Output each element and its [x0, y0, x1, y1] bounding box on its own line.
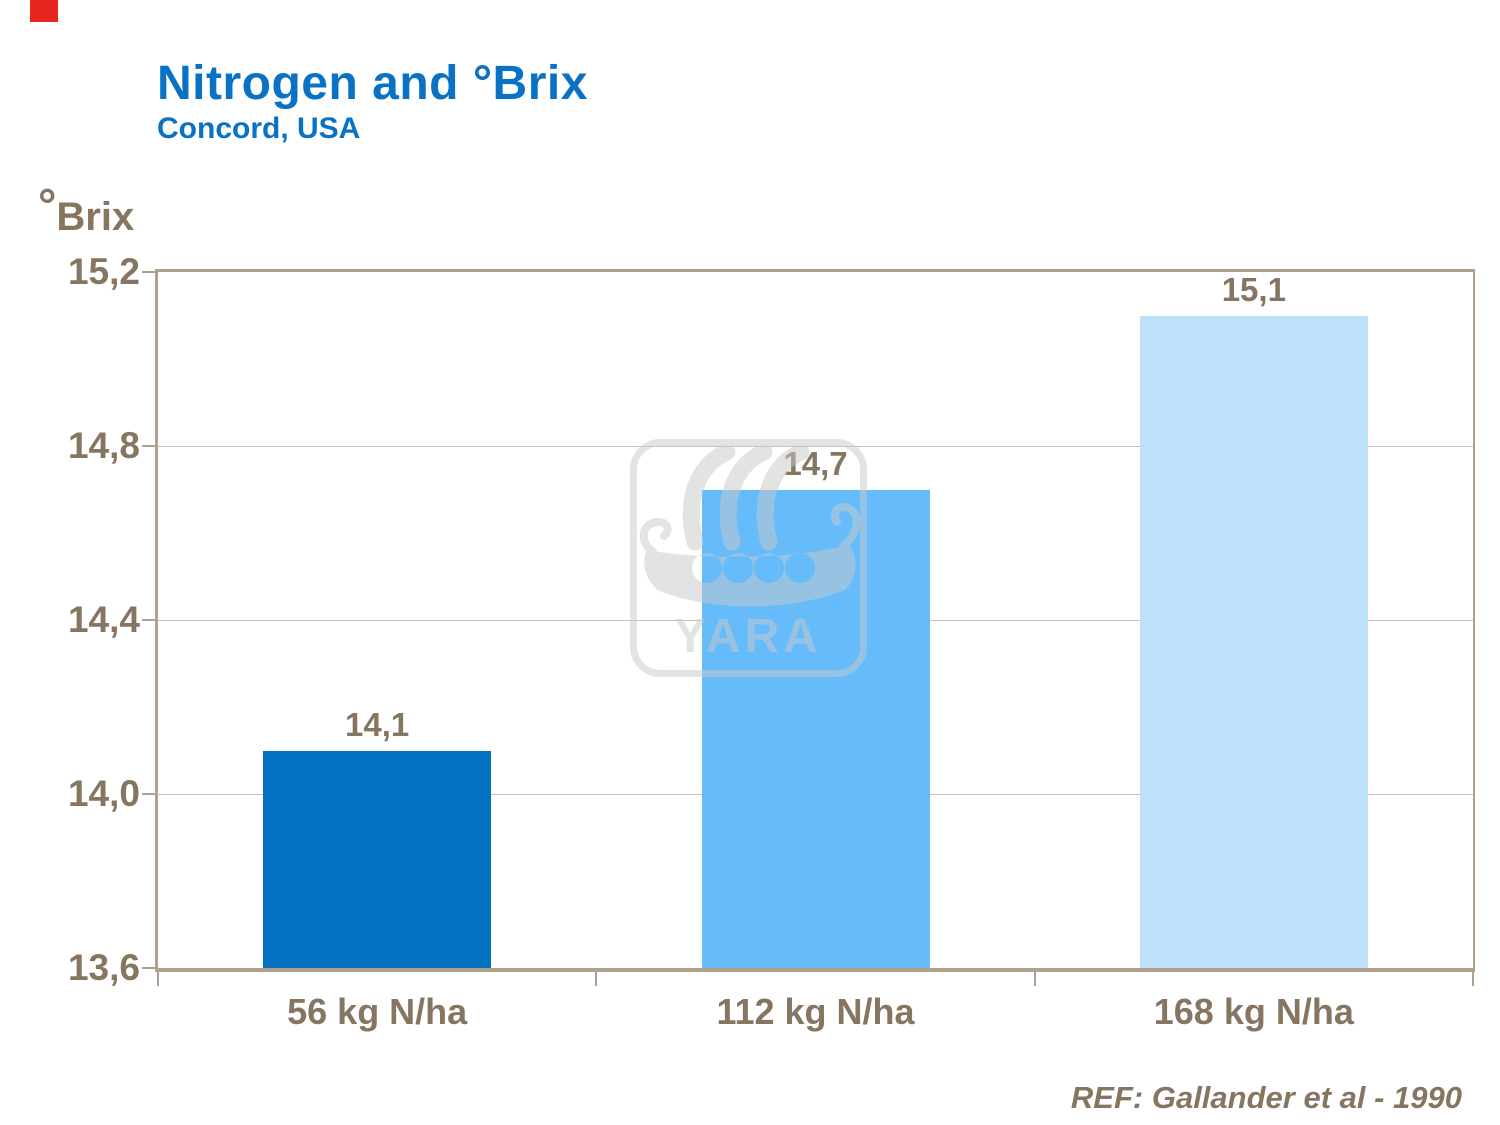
ship-stern-icon	[639, 517, 672, 556]
y-axis-unit-label: °Brix	[38, 178, 134, 240]
reference-text: REF: Gallander et al - 1990	[1070, 1080, 1462, 1115]
bar-value-label: 14,1	[345, 705, 410, 743]
watermark-text: YARA	[674, 610, 822, 663]
x-axis-tick	[157, 972, 159, 986]
bar-value-label: 15,1	[1221, 270, 1286, 308]
y-axis-tick	[142, 967, 156, 969]
y-axis-tick	[142, 793, 156, 795]
chart-subtitle: Concord, USA	[157, 112, 361, 145]
y-axis-unit-text: Brix	[56, 195, 135, 239]
degree-symbol: °	[38, 179, 57, 231]
red-corner-mark	[30, 0, 58, 22]
y-axis-tick-label: 14,8	[67, 425, 140, 466]
y-axis-tick-label: 14,0	[67, 773, 140, 814]
x-axis-tick	[1033, 972, 1036, 986]
chart-title: Nitrogen and °Brix	[157, 57, 588, 110]
y-axis-tick-label: 14,4	[67, 599, 140, 640]
ship-hull-icon	[644, 544, 856, 607]
ship-bow-icon	[830, 503, 861, 550]
x-axis-tick	[1472, 972, 1474, 986]
x-axis-category-label: 168 kg N/ha	[1153, 991, 1354, 1032]
x-axis-category-label: 112 kg N/ha	[716, 991, 915, 1032]
y-axis-tick-label: 13,6	[67, 947, 140, 988]
watermark-border	[630, 439, 867, 677]
y-axis-tick	[142, 619, 156, 621]
y-axis-tick-label: 15,2	[67, 251, 140, 292]
y-axis-tick	[142, 271, 156, 273]
ship-sails-icon	[682, 443, 810, 551]
x-axis-category-label: 56 kg N/ha	[287, 991, 468, 1032]
x-axis-tick	[595, 972, 598, 986]
y-axis-tick	[142, 445, 156, 447]
bar	[1139, 315, 1368, 968]
yara-logo-watermark: YARA	[630, 439, 867, 677]
bar	[263, 750, 492, 968]
